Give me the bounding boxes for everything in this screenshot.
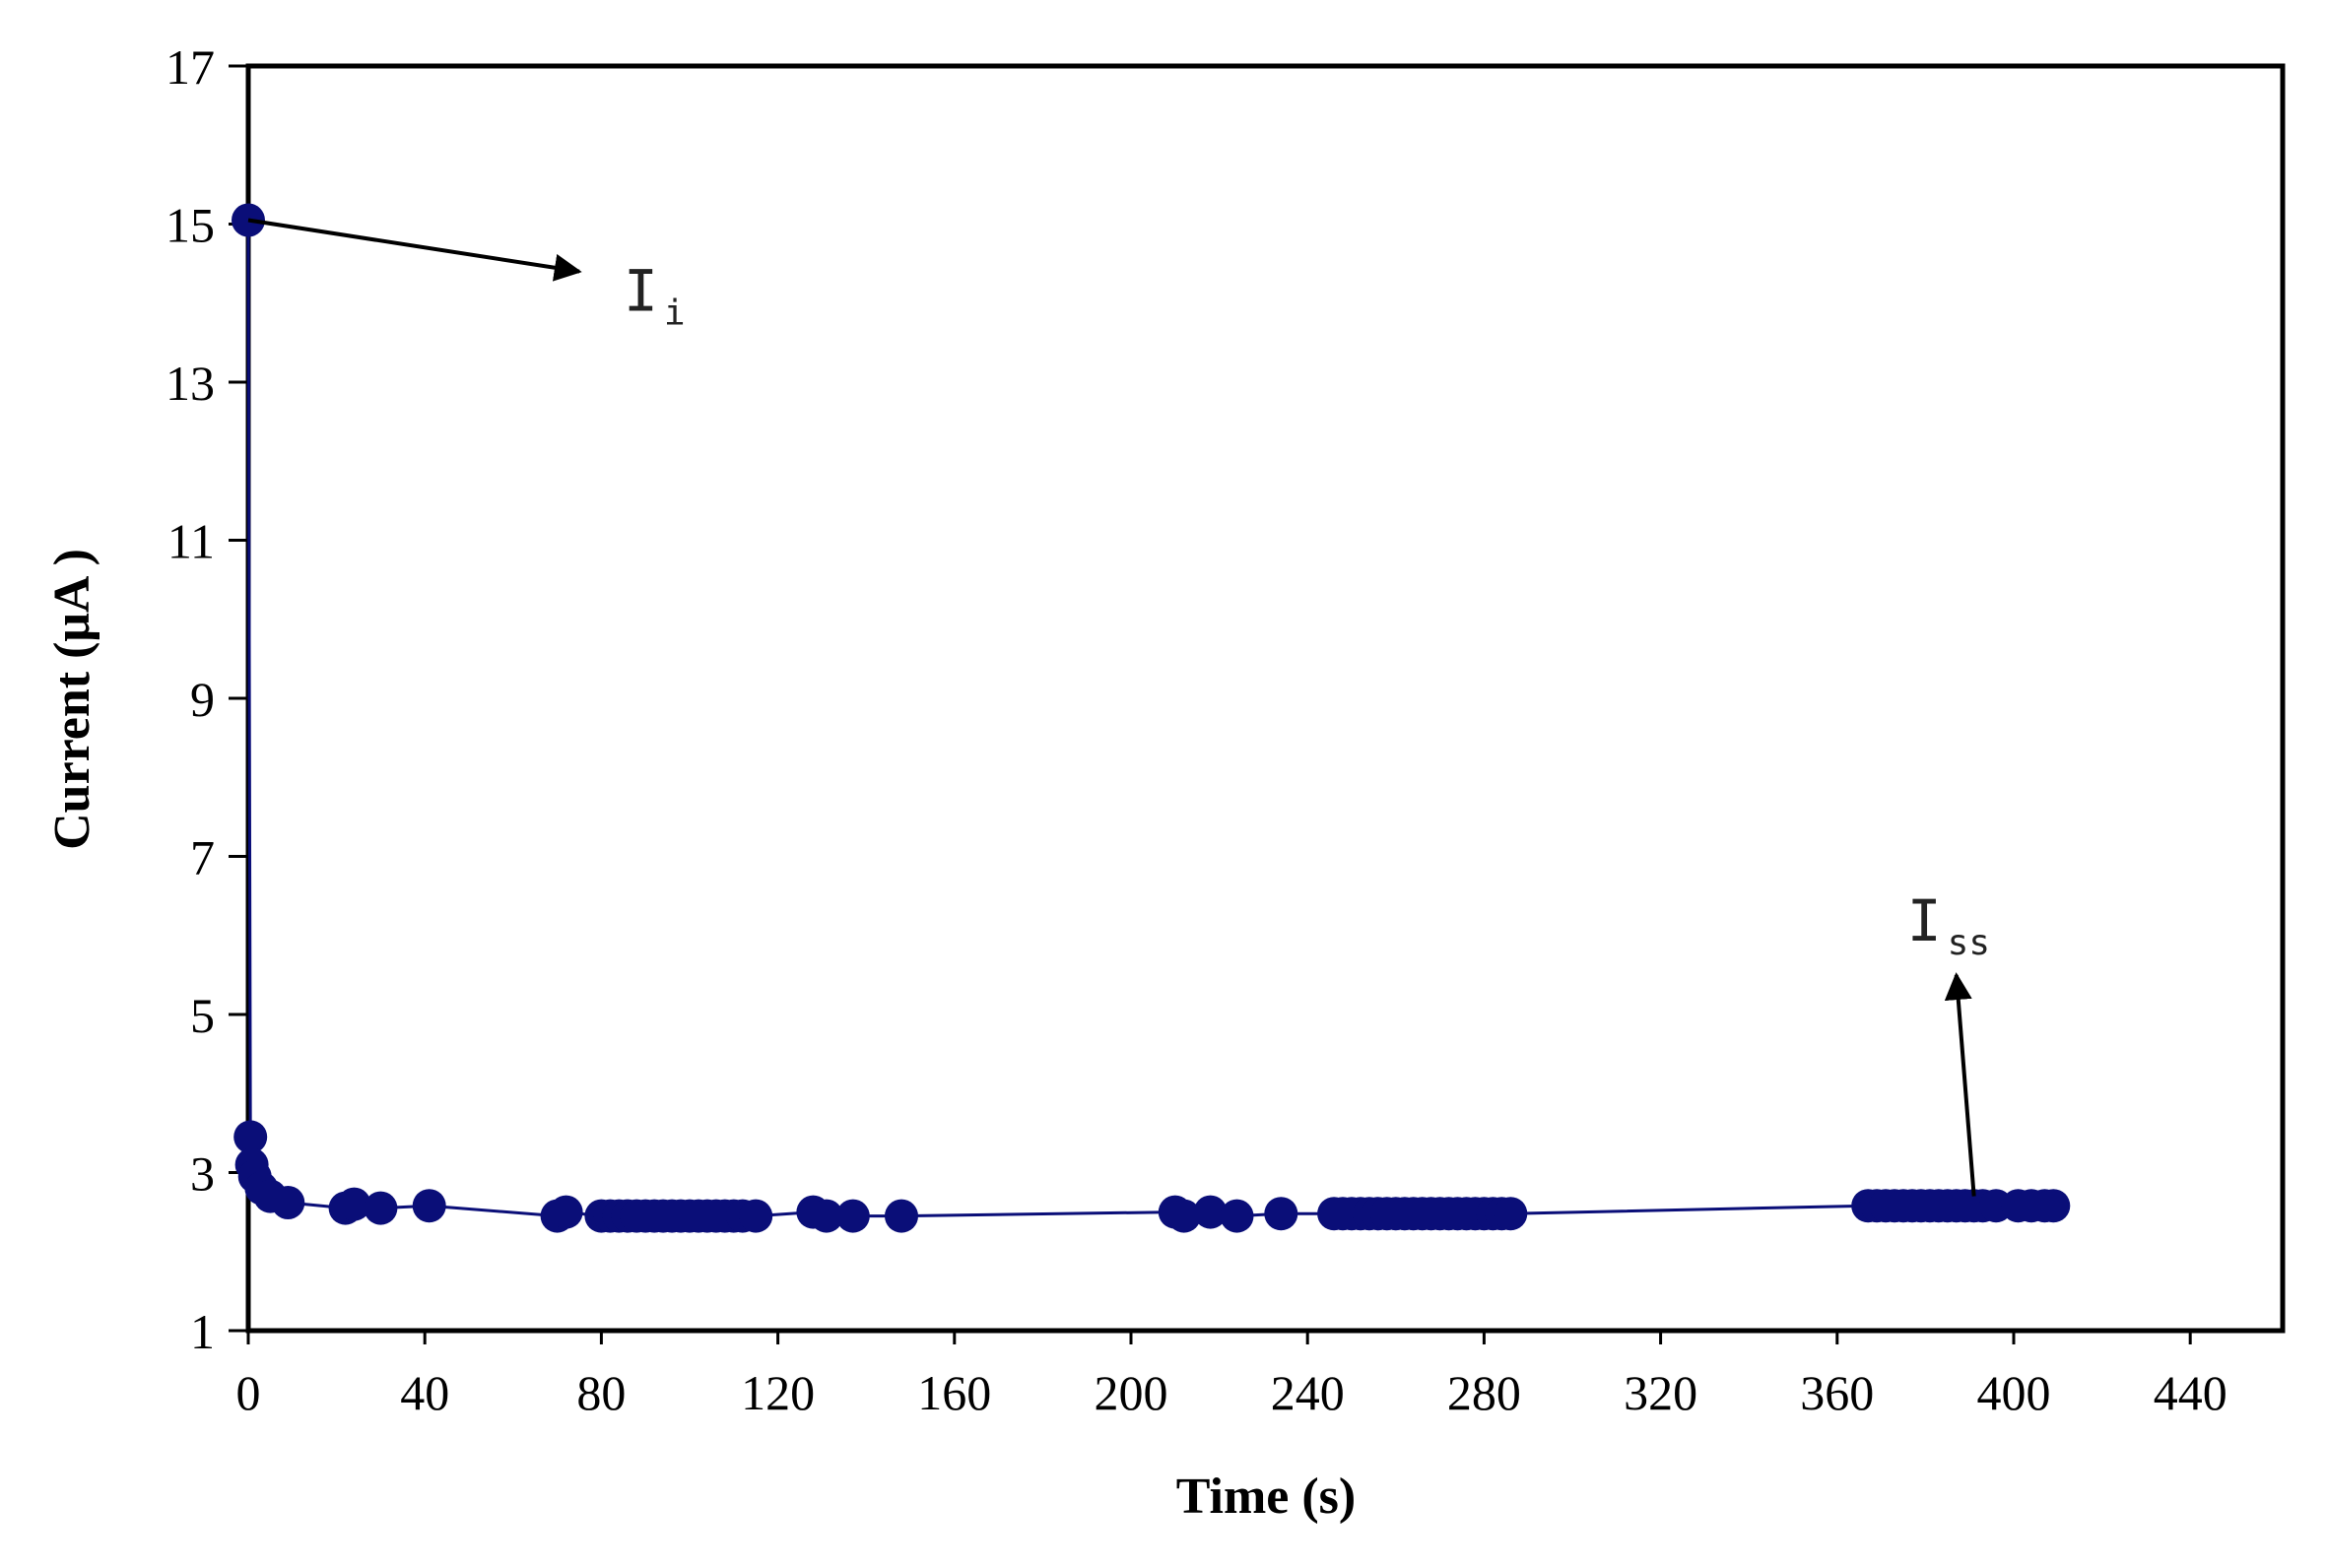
data-point bbox=[835, 1199, 870, 1233]
y-tick-label: 3 bbox=[190, 1146, 215, 1202]
data-point bbox=[1193, 1195, 1228, 1229]
annotation-main: I bbox=[1907, 887, 1942, 954]
x-tick-label: 280 bbox=[1447, 1365, 1521, 1420]
x-tick-label: 320 bbox=[1624, 1365, 1697, 1420]
data-point bbox=[1264, 1197, 1298, 1231]
data-point bbox=[364, 1191, 398, 1225]
data-point bbox=[739, 1199, 773, 1233]
x-tick-label: 440 bbox=[2154, 1365, 2227, 1420]
y-tick-label: 5 bbox=[190, 988, 215, 1043]
annotation-arrow bbox=[247, 218, 582, 282]
data-point bbox=[1494, 1197, 1528, 1231]
x-tick-label: 0 bbox=[236, 1365, 261, 1420]
y-tick-label: 17 bbox=[166, 39, 215, 95]
data-point bbox=[1166, 1199, 1201, 1233]
y-tick-label: 1 bbox=[190, 1304, 215, 1359]
x-axis-title: Time (s) bbox=[1176, 1469, 1356, 1525]
data-point bbox=[549, 1195, 583, 1229]
x-axis: 0 40 80 120 160 200 240 280 320 360 400 440 bbox=[236, 1331, 2227, 1420]
y-tick-label: 11 bbox=[167, 514, 215, 569]
data-point bbox=[271, 1186, 305, 1219]
x-tick-label: 120 bbox=[741, 1365, 815, 1420]
y-axis-title: Current (μA ) bbox=[44, 549, 100, 850]
data-point bbox=[1220, 1199, 1254, 1233]
data-point bbox=[412, 1189, 446, 1223]
y-tick-label: 9 bbox=[190, 672, 215, 727]
x-tick-label: 80 bbox=[576, 1365, 626, 1420]
y-tick-label: 7 bbox=[190, 830, 215, 885]
x-tick-label: 200 bbox=[1095, 1365, 1168, 1420]
y-tick-label: 15 bbox=[166, 198, 215, 253]
annotation-arrow bbox=[1944, 972, 1976, 1197]
x-tick-label: 400 bbox=[1977, 1365, 2051, 1420]
x-tick-label: 360 bbox=[1800, 1365, 1874, 1420]
series-layer bbox=[232, 203, 2071, 1233]
data-point bbox=[337, 1187, 371, 1221]
x-tick-label: 240 bbox=[1271, 1365, 1345, 1420]
plot-area bbox=[245, 63, 2286, 1334]
y-tick-label: 13 bbox=[166, 356, 215, 411]
data-point bbox=[885, 1199, 918, 1233]
data-point bbox=[809, 1199, 843, 1233]
annotation-subscript: i bbox=[664, 294, 686, 334]
annotation-subscript: ss bbox=[1948, 923, 1990, 963]
annotation-main: I bbox=[624, 258, 658, 325]
x-tick-label: 40 bbox=[400, 1365, 449, 1420]
x-tick-label: 160 bbox=[917, 1365, 991, 1420]
data-point bbox=[233, 1120, 268, 1154]
data-point bbox=[2036, 1189, 2071, 1223]
